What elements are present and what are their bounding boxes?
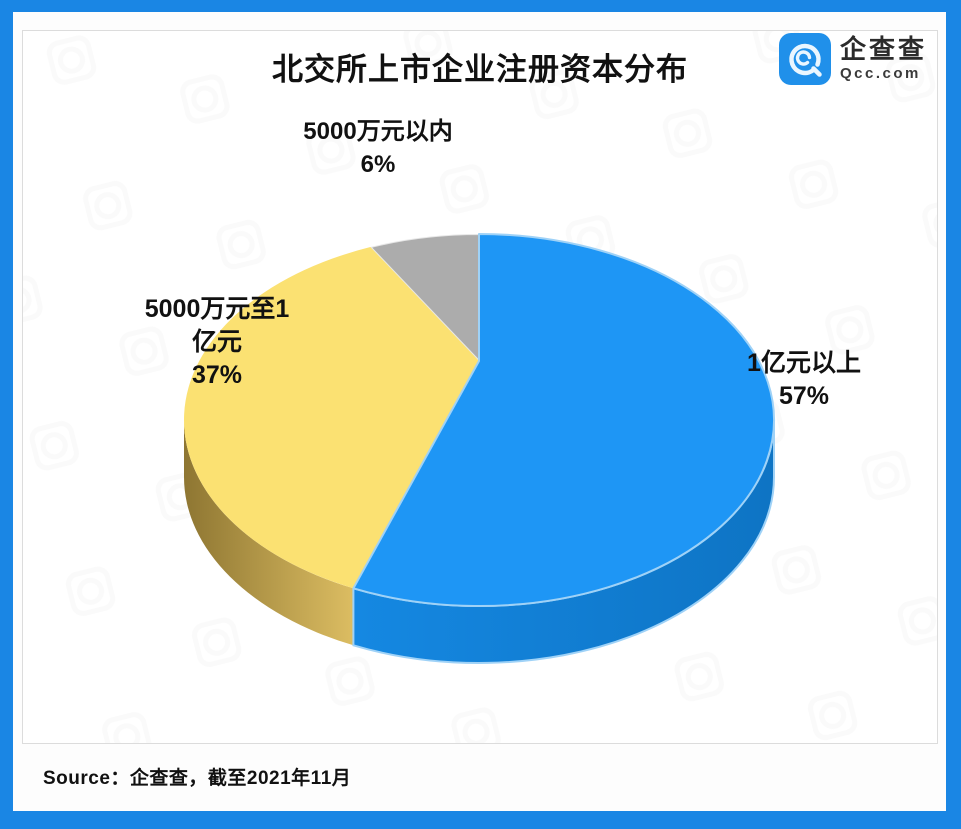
slice-label-under-50m: 5000万元以内 6% (303, 118, 453, 178)
brand-name: 企查查 (839, 33, 927, 64)
pie-chart (183, 233, 775, 664)
chart-area: 北交所上市企业注册资本分布 企查查 Qcc.com 5000万元以内 6% 50… (22, 30, 938, 744)
brand-site: Qcc.com (839, 65, 921, 83)
pie-slice-side (184, 420, 354, 646)
pie-slice-top (352, 233, 775, 607)
source-note: Source：企查查，截至2021年11月 (43, 768, 352, 789)
brand-logo: 企查查 Qcc.com (778, 33, 927, 85)
slice-label-50m-to-100m: 5000万元至1 亿元 37% (144, 295, 290, 389)
pie-slice-top (183, 247, 480, 589)
page-title: 北交所上市企业注册资本分布 (272, 52, 688, 87)
qcc-logo-icon (778, 33, 831, 85)
slice-label-over-100m: 1亿元以上 57% (747, 349, 861, 410)
brand-text: 企查查 Qcc.com (839, 33, 927, 83)
